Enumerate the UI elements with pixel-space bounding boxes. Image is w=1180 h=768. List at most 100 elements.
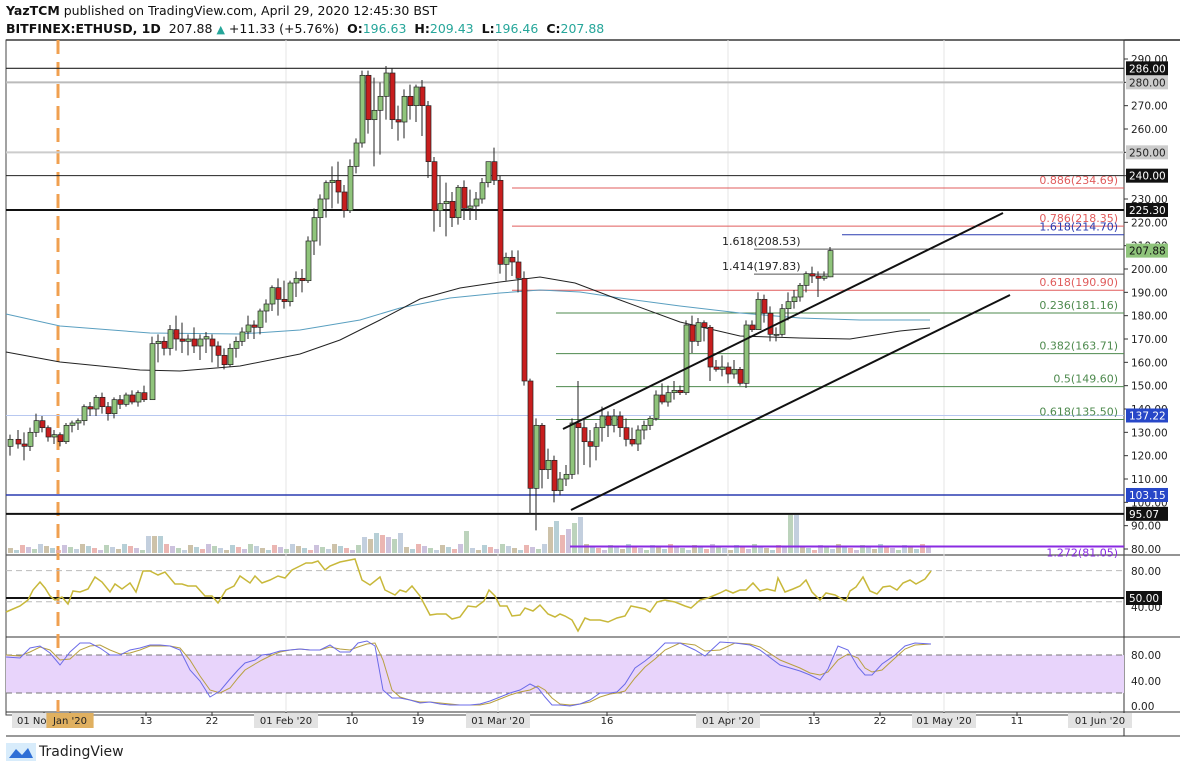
- candle-body: [329, 179, 336, 184]
- candle-body: [353, 142, 360, 167]
- time-tick-label: 16: [601, 716, 614, 727]
- volume-bar: [338, 546, 343, 553]
- candle-body: [45, 427, 52, 438]
- volume-bar: [110, 547, 115, 553]
- volume-bar: [14, 550, 19, 553]
- volume-bar: [704, 549, 709, 553]
- volume-bar: [308, 550, 313, 553]
- volume-bar: [572, 523, 577, 553]
- volume-bar: [824, 547, 829, 553]
- candle-body: [827, 250, 834, 278]
- candle-body: [599, 415, 606, 429]
- candle-body: [743, 324, 750, 384]
- volume-bar: [224, 550, 229, 553]
- volume-bar: [464, 531, 469, 553]
- volume-bar: [746, 549, 751, 553]
- volume-bar: [368, 539, 373, 553]
- volume-bar: [620, 549, 625, 553]
- volume-bar: [626, 544, 631, 553]
- volume-bar: [812, 550, 817, 553]
- time-label-box: [912, 713, 976, 728]
- volume-bar: [170, 546, 175, 553]
- volume-bar: [710, 544, 715, 553]
- candle-body: [605, 415, 612, 426]
- candle-body: [299, 277, 306, 282]
- volume-bar: [344, 548, 349, 553]
- candle-body: [761, 298, 768, 314]
- volume-bar: [188, 545, 193, 553]
- volume-bar: [236, 547, 241, 553]
- candle-body: [755, 298, 762, 331]
- volume-bar: [50, 548, 55, 553]
- volume-bar: [272, 545, 277, 553]
- volume-bar: [488, 547, 493, 553]
- candle-body: [695, 322, 702, 342]
- volume-bar: [386, 537, 391, 553]
- volume-bar: [668, 544, 673, 553]
- volume-bar: [560, 535, 565, 553]
- volume-bar: [734, 545, 739, 553]
- volume-bar: [890, 548, 895, 553]
- candle-body: [383, 72, 390, 97]
- candle-body: [665, 392, 672, 403]
- volume-bar: [446, 547, 451, 553]
- candle-body: [185, 338, 192, 342]
- price-tick-label: 200.00: [1131, 264, 1168, 276]
- candle-body: [69, 422, 76, 426]
- volume-bar: [422, 546, 427, 553]
- stoch-d-line: [5, 642, 932, 706]
- fib-level-label: 0.618(190.90): [1039, 276, 1118, 289]
- volume-bar: [320, 547, 325, 553]
- candle-body: [479, 182, 486, 200]
- candle-body: [257, 310, 264, 328]
- volume-bar: [68, 547, 73, 553]
- volume-bar: [44, 546, 49, 553]
- candle-body: [389, 72, 396, 121]
- moving-average-line: [5, 289, 930, 335]
- fib-level-label: 0.5(149.60): [1053, 373, 1118, 386]
- price-label-box: [1126, 61, 1168, 76]
- volume-bar: [152, 536, 157, 553]
- volume-bar: [116, 549, 121, 553]
- candle-body: [155, 340, 162, 345]
- candle-body: [341, 191, 348, 212]
- candle-body: [281, 298, 288, 303]
- volume-bar: [350, 550, 355, 553]
- volume-bar: [218, 548, 223, 553]
- price-tick-label: 170.00: [1131, 334, 1168, 346]
- candle-body: [653, 394, 660, 419]
- brand-name: TradingView: [39, 744, 124, 760]
- volume-bar: [800, 546, 805, 553]
- volume-bar: [266, 550, 271, 553]
- candle-body: [791, 296, 798, 303]
- time-tick-label: 01 May '20: [916, 716, 971, 727]
- candle-body: [305, 240, 312, 282]
- volume-bar: [602, 550, 607, 553]
- price-label-box: [1126, 202, 1168, 217]
- candle-body: [713, 366, 720, 370]
- volume-bar: [548, 527, 553, 553]
- fib-extension-label: 1.618(214.70): [1039, 221, 1118, 234]
- volume-bar: [908, 547, 913, 553]
- fib-extension-label: 1.618(208.53): [722, 235, 801, 248]
- volume-bar: [686, 550, 691, 553]
- publish-info: YazTCM published on TradingView.com, Apr…: [6, 3, 437, 18]
- volume-bar: [524, 545, 529, 553]
- candle-body: [437, 203, 444, 212]
- author: YazTCM: [6, 3, 60, 18]
- candle-body: [749, 324, 756, 331]
- price-label-box: [1126, 506, 1168, 521]
- price-tick-label: 130.00: [1131, 427, 1168, 439]
- time-tick-label: 19: [412, 716, 425, 727]
- volume-bar: [458, 544, 463, 553]
- time-label-box: [696, 713, 760, 728]
- candle-body: [203, 336, 210, 340]
- candle-body: [647, 417, 654, 426]
- volume-bar: [872, 549, 877, 553]
- candle-body: [797, 284, 804, 298]
- low-value: 196.46: [494, 21, 539, 36]
- volume-bar: [500, 544, 505, 553]
- candle-body: [593, 427, 600, 447]
- volume-bar: [104, 545, 109, 553]
